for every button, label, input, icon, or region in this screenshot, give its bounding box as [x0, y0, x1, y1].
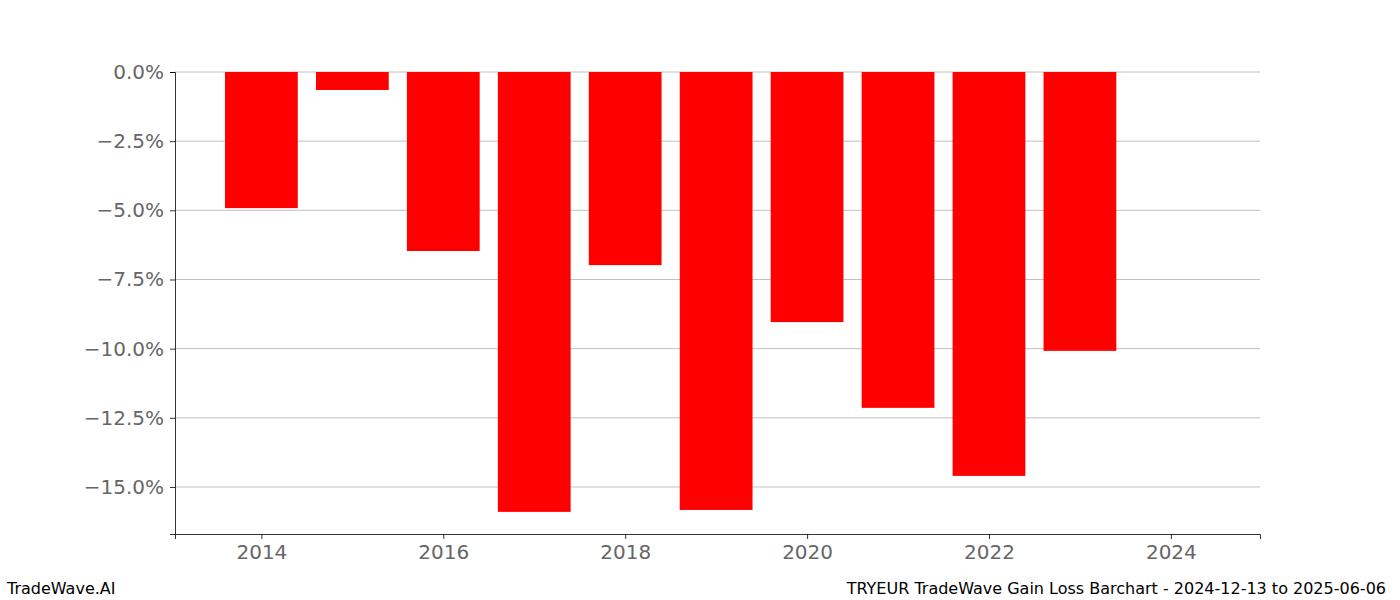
y-tick-mark — [170, 349, 175, 350]
y-tick-mark — [170, 72, 175, 73]
bar — [407, 72, 480, 251]
y-tick: −7.5% — [96, 267, 175, 291]
y-tick-label: −12.5% — [84, 406, 164, 430]
x-tick-mark — [807, 534, 808, 539]
plot-area: 0.0% −2.5% −5.0% −7.5% −10.0% −12.5% −15.0% 201… — [84, 60, 1261, 564]
y-tick: −15.0% — [84, 475, 175, 499]
bars — [225, 72, 1116, 512]
annotation: TradeWave.AI — [6, 579, 115, 598]
y-tick-mark — [170, 210, 175, 211]
x-tick-mark — [261, 534, 262, 539]
y-tick-mark — [170, 141, 175, 142]
bar — [589, 72, 662, 265]
y-tick: −10.0% — [84, 337, 175, 361]
title: TRYEUR TradeWave Gain Loss Barchart - 20… — [846, 579, 1386, 598]
x-tick: 2014 — [236, 534, 287, 564]
y-tick-label: −15.0% — [84, 475, 164, 499]
y-tick-label: −10.0% — [84, 337, 164, 361]
x-tick-label: 2020 — [782, 540, 833, 564]
x-tick-mark — [1171, 534, 1172, 539]
y-tick: −2.5% — [96, 129, 175, 153]
x-tick: 2020 — [782, 534, 833, 564]
x-tick-mark — [443, 534, 444, 539]
y-tick-label: 0.0% — [113, 60, 164, 84]
x-tick: 2022 — [964, 534, 1015, 564]
bar — [953, 72, 1026, 476]
y-tick: −12.5% — [84, 406, 175, 430]
x-axis: 2014 2016 2018 2020 2022 2024 — [176, 534, 1261, 564]
x-tick-mark — [989, 534, 990, 539]
y-tick-label: −5.0% — [96, 198, 164, 222]
x-tick-label: 2022 — [964, 540, 1015, 564]
y-tick: −5.0% — [96, 198, 175, 222]
bar — [1044, 72, 1117, 351]
y-axis: 0.0% −2.5% −5.0% −7.5% −10.0% −12.5% −15.0% — [84, 60, 176, 535]
y-tick-mark — [170, 418, 175, 419]
bar — [225, 72, 298, 208]
y-tick-mark — [170, 487, 175, 488]
x-tick-label: 2014 — [236, 540, 287, 564]
chart: 0.0% −2.5% −5.0% −7.5% −10.0% −12.5% −15.0% 201… — [0, 0, 1400, 600]
bar — [316, 72, 389, 90]
y-tick: 0.0% — [113, 60, 175, 84]
x-tick: 2016 — [418, 534, 469, 564]
x-tick-mark — [625, 534, 626, 539]
y-tick-label: −7.5% — [96, 267, 164, 291]
x-axis-line — [176, 535, 1261, 540]
bar — [862, 72, 935, 408]
x-tick-label: 2018 — [600, 540, 651, 564]
x-tick-label: 2024 — [1146, 540, 1197, 564]
bar — [771, 72, 844, 322]
y-tick-label: −2.5% — [96, 129, 164, 153]
x-tick: 2024 — [1146, 534, 1197, 564]
bar — [680, 72, 753, 510]
y-tick-mark — [170, 279, 175, 280]
x-tick: 2018 — [600, 534, 651, 564]
x-tick-label: 2016 — [418, 540, 469, 564]
y-axis-line — [170, 73, 176, 535]
bar — [498, 72, 571, 512]
